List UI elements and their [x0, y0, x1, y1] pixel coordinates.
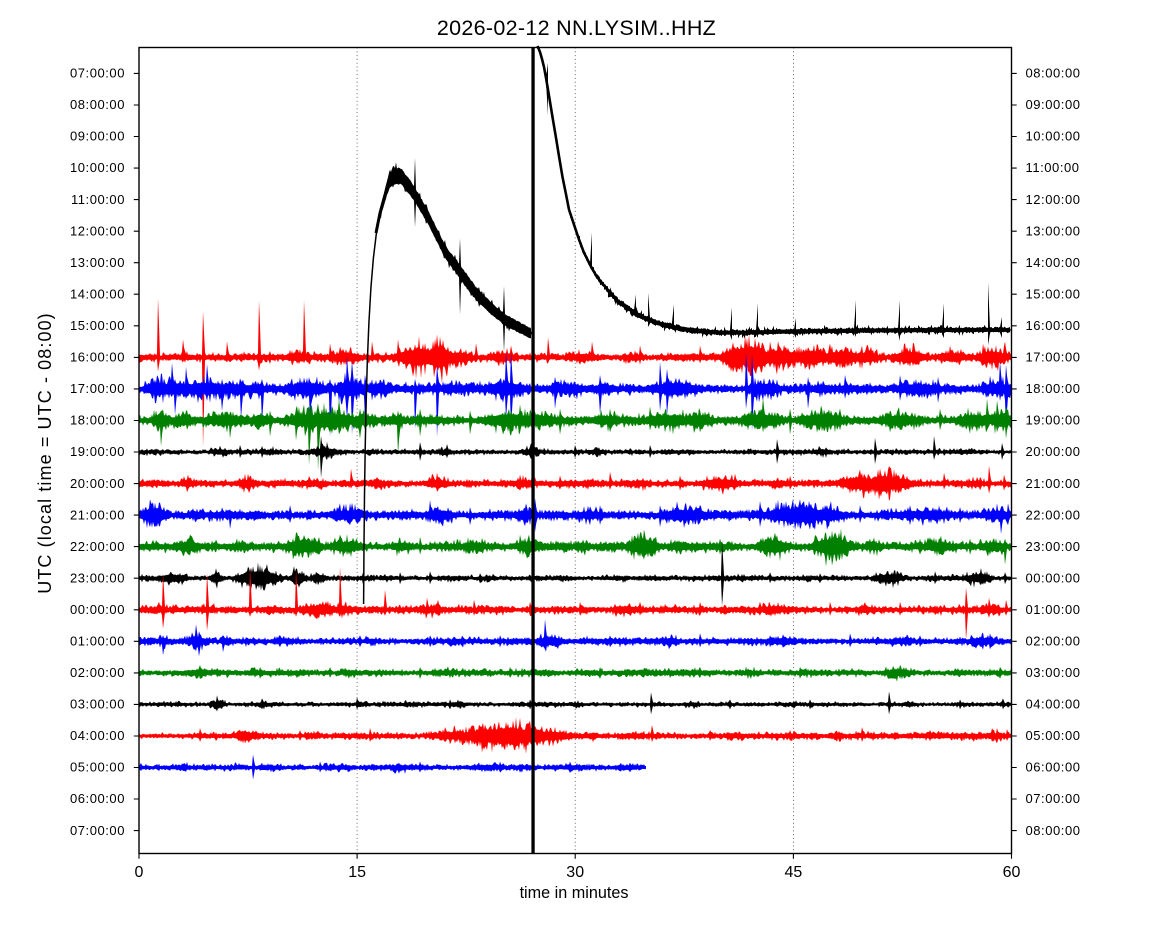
svg-text:03:00:00: 03:00:00: [1026, 665, 1081, 680]
svg-text:08:00:00: 08:00:00: [70, 97, 125, 112]
svg-text:19:00:00: 19:00:00: [70, 444, 125, 459]
svg-text:14:00:00: 14:00:00: [70, 286, 125, 301]
svg-text:23:00:00: 23:00:00: [70, 570, 125, 585]
svg-text:20:00:00: 20:00:00: [70, 476, 125, 491]
svg-text:06:00:00: 06:00:00: [70, 791, 125, 806]
svg-text:01:00:00: 01:00:00: [1026, 602, 1081, 617]
svg-text:19:00:00: 19:00:00: [1026, 413, 1081, 428]
svg-text:0: 0: [135, 864, 144, 881]
svg-text:05:00:00: 05:00:00: [70, 760, 125, 775]
svg-text:00:00:00: 00:00:00: [1026, 570, 1081, 585]
svg-text:06:00:00: 06:00:00: [1026, 760, 1081, 775]
svg-text:10:00:00: 10:00:00: [1026, 129, 1081, 144]
svg-text:16:00:00: 16:00:00: [70, 350, 125, 365]
svg-text:04:00:00: 04:00:00: [1026, 697, 1081, 712]
svg-text:12:00:00: 12:00:00: [70, 223, 125, 238]
svg-text:23:00:00: 23:00:00: [1026, 539, 1081, 554]
svg-text:18:00:00: 18:00:00: [70, 413, 125, 428]
svg-text:22:00:00: 22:00:00: [1026, 507, 1081, 522]
svg-text:30: 30: [566, 864, 584, 881]
svg-text:21:00:00: 21:00:00: [1026, 476, 1081, 491]
svg-text:11:00:00: 11:00:00: [1026, 160, 1080, 175]
svg-text:17:00:00: 17:00:00: [70, 381, 125, 396]
svg-text:17:00:00: 17:00:00: [1026, 350, 1081, 365]
svg-text:20:00:00: 20:00:00: [1026, 444, 1081, 459]
svg-text:13:00:00: 13:00:00: [70, 255, 125, 270]
svg-text:08:00:00: 08:00:00: [1026, 823, 1081, 838]
svg-text:15: 15: [348, 864, 366, 881]
svg-text:21:00:00: 21:00:00: [70, 507, 125, 522]
svg-text:60: 60: [1003, 864, 1021, 881]
svg-text:05:00:00: 05:00:00: [1026, 728, 1081, 743]
svg-text:45: 45: [785, 864, 803, 881]
svg-text:07:00:00: 07:00:00: [70, 66, 125, 81]
svg-text:03:00:00: 03:00:00: [70, 697, 125, 712]
svg-text:02:00:00: 02:00:00: [70, 665, 125, 680]
svg-text:00:00:00: 00:00:00: [70, 602, 125, 617]
svg-text:15:00:00: 15:00:00: [1026, 286, 1081, 301]
svg-text:09:00:00: 09:00:00: [70, 129, 125, 144]
svg-text:01:00:00: 01:00:00: [70, 634, 125, 649]
svg-text:04:00:00: 04:00:00: [70, 728, 125, 743]
svg-text:18:00:00: 18:00:00: [1026, 381, 1081, 396]
svg-text:13:00:00: 13:00:00: [1026, 223, 1081, 238]
svg-text:07:00:00: 07:00:00: [1026, 791, 1081, 806]
svg-text:08:00:00: 08:00:00: [1026, 66, 1081, 81]
svg-text:22:00:00: 22:00:00: [70, 539, 125, 554]
svg-text:02:00:00: 02:00:00: [1026, 634, 1081, 649]
svg-text:09:00:00: 09:00:00: [1026, 97, 1081, 112]
svg-text:07:00:00: 07:00:00: [70, 823, 125, 838]
svg-text:UTC (local time = UTC - 08:00): UTC (local time = UTC - 08:00): [35, 312, 55, 594]
svg-text:10:00:00: 10:00:00: [70, 160, 125, 175]
svg-text:time in minutes: time in minutes: [520, 884, 629, 902]
svg-text:2026-02-12 NN.LYSIM..HHZ: 2026-02-12 NN.LYSIM..HHZ: [437, 16, 716, 40]
svg-text:14:00:00: 14:00:00: [1026, 255, 1081, 270]
svg-text:12:00:00: 12:00:00: [1026, 192, 1081, 207]
svg-text:15:00:00: 15:00:00: [70, 318, 125, 333]
svg-text:11:00:00: 11:00:00: [71, 192, 125, 207]
svg-text:16:00:00: 16:00:00: [1026, 318, 1081, 333]
